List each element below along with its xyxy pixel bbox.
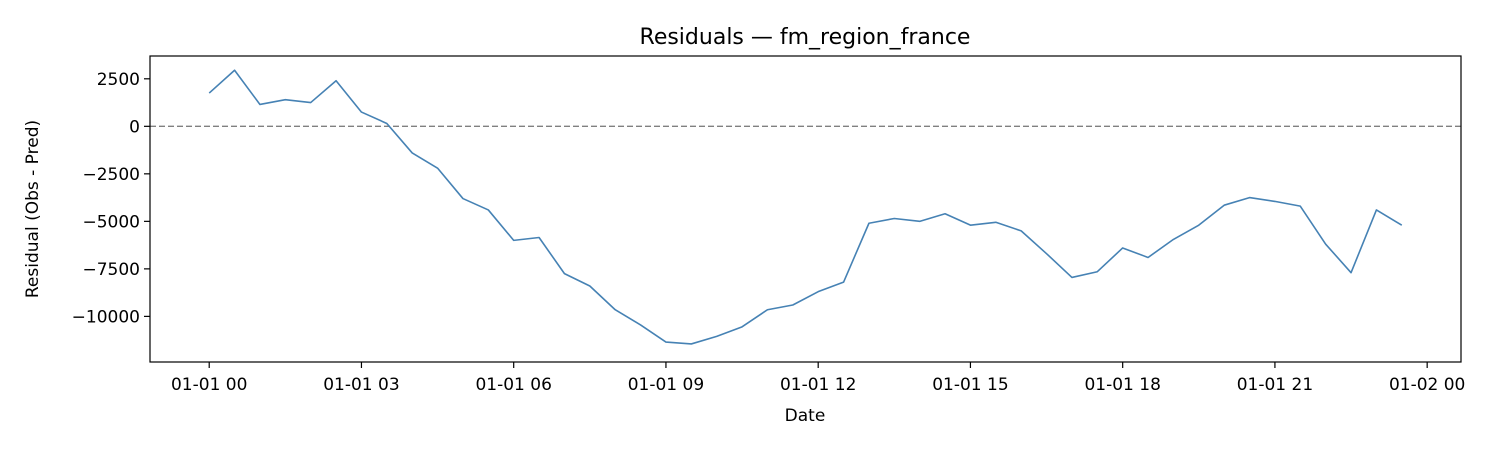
series-layer [208,69,1403,345]
y-axis-ticks: 2500 0 −2500 −5000 −7500 −10000 [72,70,150,327]
x-tick-label: 01-01 12 [780,375,856,395]
y-tick-label: −5000 [82,212,140,232]
plot-area-frame [149,55,1462,363]
y-tick-label: −7500 [82,260,140,280]
x-tick-label: 01-01 00 [171,375,247,395]
y-axis-label: Residual (Obs - Pred) [23,120,43,298]
x-tick-label: 01-02 00 [1389,375,1465,395]
y-tick-label: 0 [129,117,140,137]
x-tick-label: 01-01 06 [475,375,551,395]
series-line-0 [208,69,1403,345]
chart-title: Residuals — fm_region_france [640,25,971,50]
y-tick-label: −2500 [82,165,140,185]
x-tick-label: 01-01 21 [1237,375,1313,395]
x-tick-label: 01-01 09 [628,375,704,395]
x-axis-label: Date [785,406,826,426]
x-tick-label: 01-01 03 [323,375,399,395]
x-tick-label: 01-01 18 [1084,375,1160,395]
x-axis-ticks: 01-01 00 01-01 03 01-01 06 01-01 09 01-01 12… [171,362,1465,395]
x-tick-label: 01-01 15 [932,375,1008,395]
y-tick-label: −10000 [72,307,140,327]
y-tick-label: 2500 [97,70,140,90]
